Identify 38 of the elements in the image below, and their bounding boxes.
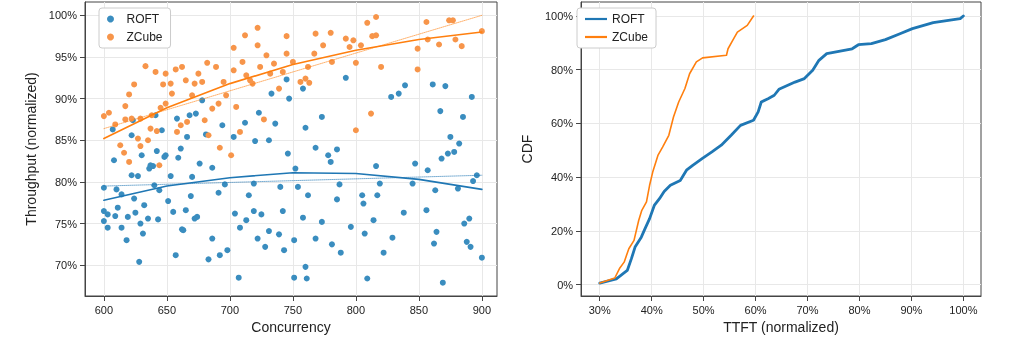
x-tick-label: 60% [744,303,767,316]
y-tick-label: 95% [54,50,78,63]
x-tick-label: 50% [692,303,715,316]
y-tick-label: 40% [551,171,574,184]
y-tick-label: 60% [551,117,574,130]
y-axis-title: Throughput (normalized) [22,72,39,226]
x-tick-label: 750 [283,303,303,316]
x-tick-label: 70% [796,303,819,316]
legend-label: ZCube [126,30,163,44]
x-tick-label: 100% [949,303,978,316]
y-tick-label: 85% [54,134,78,147]
y-tick-label: 100% [544,9,574,22]
line-series [598,14,965,285]
x-tick-label: 650 [157,303,177,316]
x-tick-label: 40% [640,303,663,316]
legend-label: ZCube [612,30,649,44]
y-tick-label: 70% [54,259,78,272]
x-tick-label: 30% [588,303,611,316]
y-axis-title: CDF [519,134,535,164]
y-tick-label: 0% [557,278,574,291]
y-tick-label: 20% [551,224,574,237]
x-tick-label: 700 [220,303,240,316]
y-tick-label: 75% [54,217,78,230]
y-tick-label: 80% [54,175,78,188]
legend-label: ROFT [612,12,646,26]
x-axis-title: Concurrency [251,319,331,335]
y-tick-label: 90% [54,92,78,105]
x-axis-title: TTFT (normalized) [723,319,839,335]
x-tick-label: 90% [900,303,923,316]
y-tick-label: 80% [551,63,574,76]
x-tick-label: 600 [94,303,114,316]
line-series [598,15,755,284]
x-tick-label: 850 [409,303,429,316]
x-tick-label: 80% [848,303,871,316]
x-tick-label: 800 [346,303,366,316]
x-tick-label: 900 [472,303,492,316]
y-tick-label: 100% [48,9,78,22]
legend-label: ROFT [126,12,160,26]
